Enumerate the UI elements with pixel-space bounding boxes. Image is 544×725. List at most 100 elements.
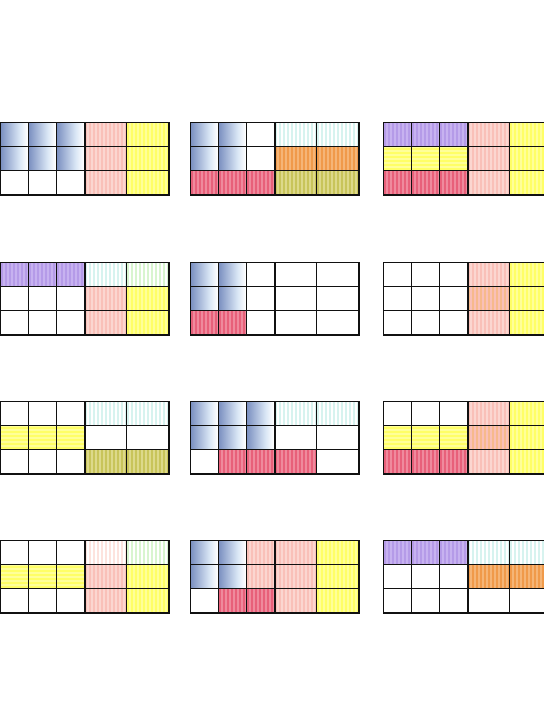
grid-tile	[85, 565, 127, 589]
grid-tile	[317, 589, 359, 613]
grid-tile	[219, 565, 247, 589]
grid-tile	[29, 426, 57, 450]
grid-tile	[412, 541, 440, 565]
pattern-grid	[190, 540, 360, 614]
grid-tile	[191, 171, 219, 195]
grid-tile	[412, 589, 440, 613]
grid-tile	[275, 450, 317, 474]
grid-tile	[57, 147, 85, 171]
grid-tile	[85, 426, 127, 450]
grid-tile	[1, 123, 29, 147]
grid-tile	[468, 311, 510, 335]
grid-tile	[57, 450, 85, 474]
grid-tile	[468, 123, 510, 147]
grid-tile	[219, 263, 247, 287]
grid-tile	[219, 287, 247, 311]
grid-tile	[127, 171, 169, 195]
pattern-grid	[190, 401, 360, 475]
grid-tile	[29, 589, 57, 613]
grid-tile	[219, 402, 247, 426]
grid-tile	[219, 311, 247, 335]
grid-tile	[275, 541, 317, 565]
grid-tile	[29, 311, 57, 335]
grid-tile	[219, 171, 247, 195]
grid-tile	[317, 311, 359, 335]
grid-tile	[1, 287, 29, 311]
grid-tile	[127, 402, 169, 426]
grid-tile	[85, 541, 127, 565]
grid-tile	[85, 311, 127, 335]
grid-tile	[127, 147, 169, 171]
grid-tile	[247, 426, 275, 450]
grid-tile	[384, 147, 412, 171]
grid-tile	[510, 565, 544, 589]
grid-divider	[468, 263, 469, 335]
grid-tile	[275, 402, 317, 426]
grid-tile	[57, 565, 85, 589]
grid-tile	[57, 426, 85, 450]
grid-tile	[317, 147, 359, 171]
grid-tile	[384, 450, 412, 474]
grid-tile	[57, 171, 85, 195]
grid-tile	[384, 541, 412, 565]
grid-tile	[510, 450, 544, 474]
pattern-grid	[0, 401, 170, 475]
grid-tile	[247, 123, 275, 147]
pattern-grid	[0, 540, 170, 614]
grid-tile	[191, 263, 219, 287]
grid-tile	[57, 123, 85, 147]
pattern-grid	[190, 122, 360, 196]
grid-tile	[247, 589, 275, 613]
grid-divider	[468, 402, 469, 474]
grid-tile	[247, 402, 275, 426]
grid-tile	[440, 450, 468, 474]
grid-tile	[247, 171, 275, 195]
grid-tile	[191, 402, 219, 426]
grid-tile	[275, 263, 317, 287]
grid-tile	[247, 263, 275, 287]
grid-tile	[317, 123, 359, 147]
pattern-grid	[383, 262, 544, 336]
grid-tile	[191, 589, 219, 613]
grid-tile	[440, 565, 468, 589]
grid-tile	[412, 123, 440, 147]
grid-tile	[127, 123, 169, 147]
grid-divider	[275, 263, 276, 335]
grid-tile	[219, 589, 247, 613]
grid-tile	[468, 171, 510, 195]
grid-tile	[317, 263, 359, 287]
pattern-grid	[190, 262, 360, 336]
grid-tile	[191, 123, 219, 147]
grid-tile	[275, 311, 317, 335]
grid-tile	[57, 263, 85, 287]
grid-tile	[57, 287, 85, 311]
grid-tile	[127, 541, 169, 565]
grid-tile	[412, 402, 440, 426]
grid-tile	[412, 171, 440, 195]
grid-tile	[440, 426, 468, 450]
grid-tile	[384, 287, 412, 311]
grid-tile	[440, 123, 468, 147]
grid-tile	[191, 450, 219, 474]
grid-tile	[29, 171, 57, 195]
grid-tile	[85, 263, 127, 287]
grid-tile	[247, 287, 275, 311]
grid-tile	[247, 541, 275, 565]
grid-tile	[468, 263, 510, 287]
grid-tile	[317, 171, 359, 195]
grid-tile	[440, 311, 468, 335]
grid-tile	[1, 402, 29, 426]
grid-tile	[412, 311, 440, 335]
grid-tile	[127, 287, 169, 311]
grid-tile	[384, 565, 412, 589]
grid-tile	[440, 287, 468, 311]
grid-tile	[440, 541, 468, 565]
grid-divider	[275, 123, 276, 195]
grid-tile	[468, 541, 510, 565]
grid-divider	[85, 402, 86, 474]
grid-tile	[384, 402, 412, 426]
grid-tile	[384, 123, 412, 147]
grid-divider	[275, 541, 276, 613]
grid-tile	[29, 565, 57, 589]
grid-tile	[384, 589, 412, 613]
